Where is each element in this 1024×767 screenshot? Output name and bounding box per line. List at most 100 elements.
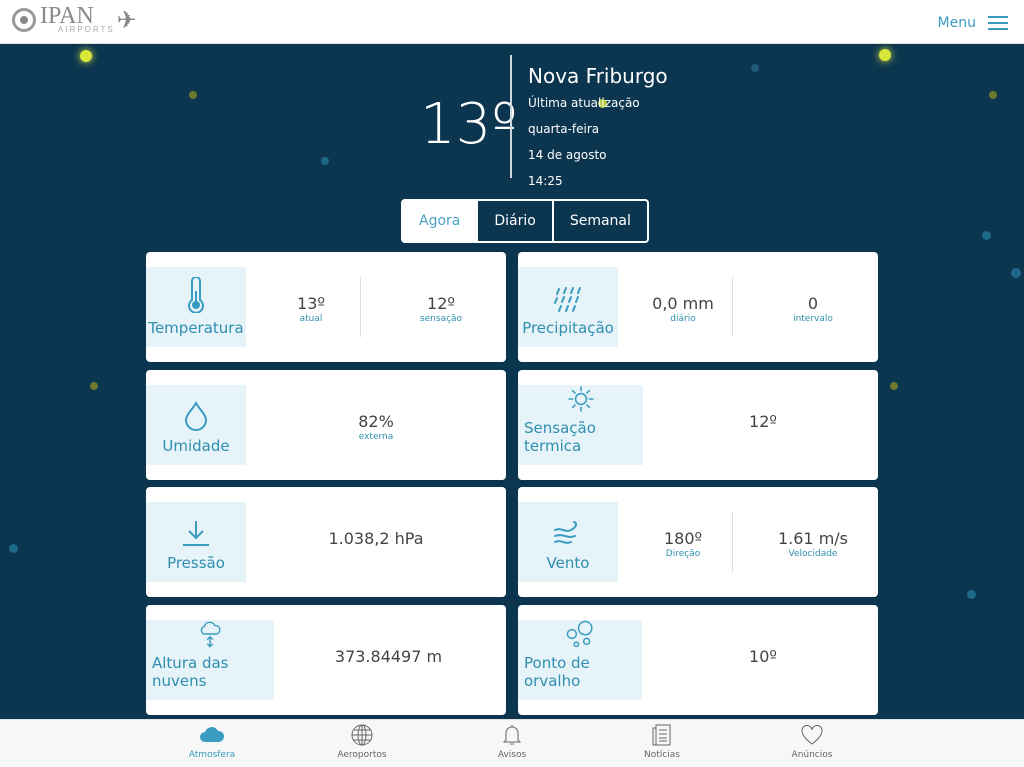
nav-anuncios[interactable]: Anúncios <box>762 724 862 760</box>
star-decoration <box>189 91 197 99</box>
value: 0 <box>807 294 819 313</box>
globe-icon <box>351 724 373 746</box>
hamburger-icon <box>988 12 1008 34</box>
value-direcao: 180º Direção <box>648 529 718 559</box>
thermometer-icon <box>188 277 204 313</box>
value-caption: atual <box>299 314 323 324</box>
nav-label: Atmosfera <box>188 750 236 760</box>
tab-semanal[interactable]: Semanal <box>551 201 647 241</box>
menu-button[interactable]: Menu <box>938 12 1008 34</box>
card-altura-nuvens[interactable]: Altura das nuvens 373.84497 m <box>146 605 506 715</box>
bell-icon <box>502 725 522 745</box>
card-title: Precipitação <box>522 319 614 337</box>
divider <box>360 277 361 337</box>
value: 10º <box>749 647 777 666</box>
star-decoration <box>9 544 18 553</box>
value: 1.038,2 hPa <box>328 529 424 548</box>
value-orvalho: 10º <box>723 647 803 666</box>
star-decoration <box>80 50 92 62</box>
logo-subtext: AIRPORTS <box>58 25 115 34</box>
value: 82% <box>358 412 394 431</box>
city-name: Nova Friburgo <box>528 64 668 88</box>
rain-icon <box>554 287 581 312</box>
compass-icon <box>12 7 36 32</box>
card-label-box: Altura das nuvens <box>146 620 274 700</box>
value-velocidade: 1.61 m/s Velocidade <box>773 529 853 559</box>
pressure-arrow-icon <box>183 521 209 546</box>
star-decoration <box>321 157 329 165</box>
nav-atmosfera[interactable]: Atmosfera <box>162 724 262 760</box>
nav-aeroportos[interactable]: Aeroportos <box>312 724 412 760</box>
value: 180º <box>663 529 703 548</box>
tab-agora[interactable]: Agora <box>403 201 477 241</box>
value: 0,0 mm <box>652 294 714 313</box>
value-caption: sensação <box>419 314 463 324</box>
star-decoration <box>890 382 898 390</box>
sun-icon <box>568 386 593 412</box>
value: 12º <box>749 412 777 431</box>
card-temperatura[interactable]: Temperatura 13º atual 12º sensação <box>146 252 506 362</box>
nav-noticias[interactable]: Notícias <box>612 724 712 760</box>
logo-text: IPAN <box>40 3 94 29</box>
value-sensacao: 12º <box>723 412 803 431</box>
nav-label: Aeroportos <box>337 750 387 760</box>
card-vento[interactable]: Vento 180º Direção 1.61 m/s Velocidade <box>518 487 878 597</box>
nav-avisos[interactable]: Avisos <box>462 724 562 760</box>
news-icon <box>652 724 671 746</box>
card-label-box: Vento <box>518 502 618 582</box>
value-caption: Velocidade <box>788 549 838 559</box>
divider <box>510 55 512 178</box>
bubbles-icon <box>566 620 593 648</box>
card-ponto-orvalho[interactable]: Ponto de orvalho 10º <box>518 605 878 715</box>
bottom-nav: Atmosfera Aeroportos Avisos Notícias Anú… <box>0 719 1024 767</box>
app-header: IPAN AIRPORTS ✈ Menu <box>0 0 1024 44</box>
period-tabs: Agora Diário Semanal <box>401 199 649 243</box>
card-umidade[interactable]: Umidade 82% externa <box>146 370 506 480</box>
value-nuvens: 373.84497 m <box>326 647 451 666</box>
value-caption: Direção <box>665 549 701 559</box>
nav-label: Avisos <box>497 750 527 760</box>
card-title: Sensação termica <box>524 419 596 455</box>
wind-icon <box>554 521 577 544</box>
heart-icon <box>801 724 823 745</box>
card-label-box: Ponto de orvalho <box>518 620 642 700</box>
star-decoration <box>751 64 759 72</box>
value-caption: diário <box>670 314 696 324</box>
droplet-icon <box>184 401 208 431</box>
value-caption: externa <box>358 432 394 442</box>
cloud-icon <box>200 727 224 742</box>
date: 14 de agosto <box>528 148 607 162</box>
tab-diario[interactable]: Diário <box>476 201 551 241</box>
card-title: Altura das nuvens <box>152 654 229 690</box>
update-label: Última atualização <box>528 96 640 110</box>
star-decoration <box>967 590 976 599</box>
time: 14:25 <box>528 174 563 188</box>
card-title: Umidade <box>162 437 230 455</box>
star-decoration <box>90 382 98 390</box>
weekday: quarta-feira <box>528 122 600 136</box>
value-umidade: 82% externa <box>336 412 416 442</box>
card-title: Pressão <box>167 554 225 572</box>
plane-icon: ✈ <box>116 5 137 34</box>
value: 1.61 m/s <box>777 529 849 548</box>
card-label-box: Temperatura <box>146 267 246 347</box>
card-precipitacao[interactable]: Precipitação 0,0 mm diário 0 intervalo <box>518 252 878 362</box>
current-temperature: 13º <box>420 92 518 157</box>
card-title: Temperatura <box>148 319 244 337</box>
star-decoration <box>989 91 997 99</box>
star-decoration <box>1011 268 1021 278</box>
value-caption: intervalo <box>793 314 833 324</box>
value: 13º <box>297 294 325 313</box>
star-decoration <box>598 99 607 108</box>
card-sensacao-termica[interactable]: Sensação termica 12º <box>518 370 878 480</box>
nav-label: Notícias <box>644 750 680 760</box>
value: 12º <box>427 294 455 313</box>
card-pressao[interactable]: Pressão 1.038,2 hPa <box>146 487 506 597</box>
divider <box>732 512 733 572</box>
card-title: Ponto de orvalho <box>524 654 590 690</box>
card-title: Vento <box>546 554 590 572</box>
star-decoration <box>982 231 991 240</box>
divider <box>732 277 733 337</box>
star-decoration <box>879 49 891 61</box>
ipan-logo[interactable]: IPAN AIRPORTS ✈ <box>12 3 137 34</box>
